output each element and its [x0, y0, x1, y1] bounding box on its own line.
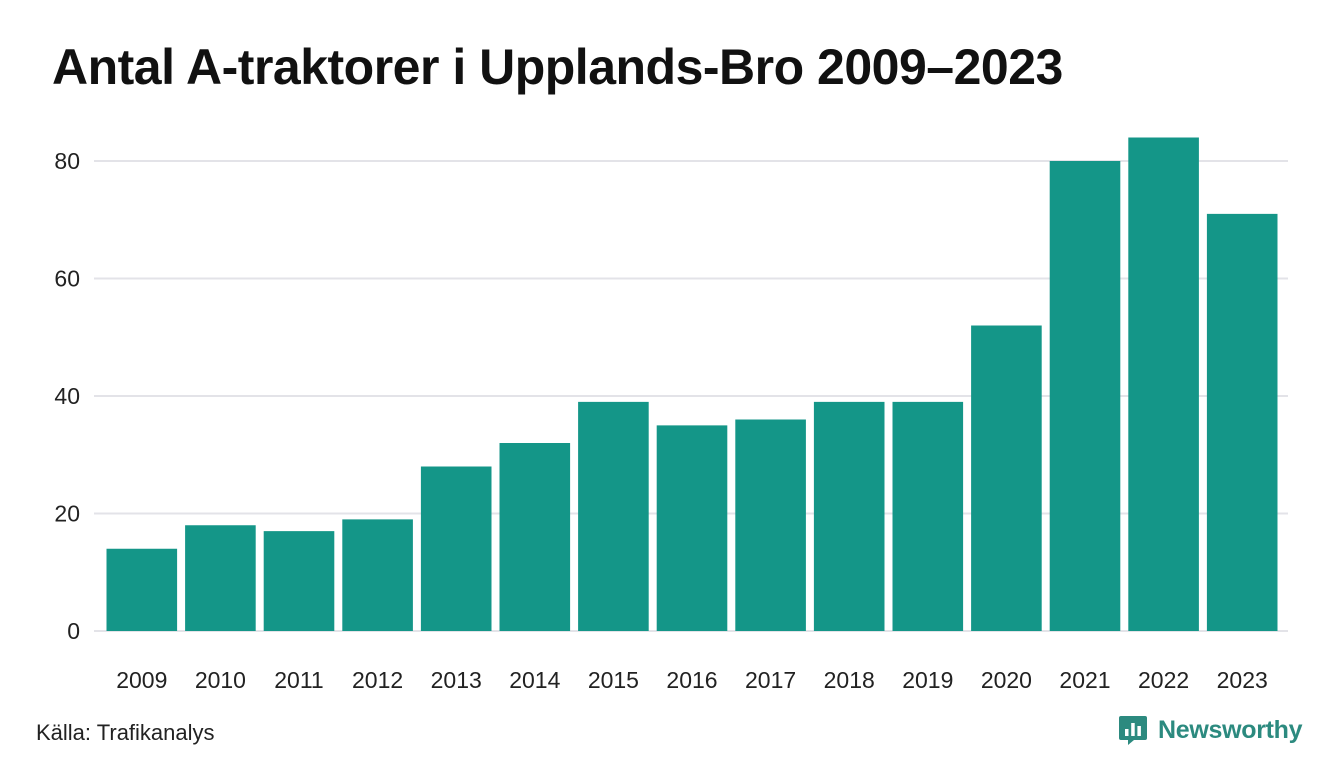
y-axis-ticks: 0 20 40 60 80 — [54, 148, 80, 644]
bar — [735, 419, 806, 631]
brand-name: Newsworthy — [1158, 715, 1303, 744]
bar — [1128, 137, 1199, 631]
y-tick-label: 80 — [54, 148, 80, 174]
y-tick-label: 0 — [67, 618, 80, 644]
x-tick-label: 2009 — [116, 667, 167, 693]
x-tick-label: 2020 — [981, 667, 1032, 693]
x-tick-label: 2023 — [1217, 667, 1268, 693]
bar — [578, 401, 649, 631]
bar — [971, 325, 1042, 631]
brand-logo: Newsworthy — [1118, 714, 1303, 746]
bar — [1206, 213, 1278, 631]
bar-series — [106, 137, 1278, 631]
x-axis-ticks: 2009 2010 2011 2012 2013 2014 2015 2016 2017 2018… — [116, 667, 1268, 693]
bar — [420, 466, 492, 631]
x-tick-label: 2016 — [666, 667, 717, 693]
bar — [813, 401, 885, 631]
bar — [1049, 161, 1121, 631]
bar — [185, 525, 256, 631]
x-tick-label: 2013 — [431, 667, 482, 693]
x-tick-label: 2014 — [509, 667, 560, 693]
bar — [656, 425, 728, 631]
x-tick-label: 2010 — [195, 667, 246, 693]
y-tick-label: 40 — [54, 383, 80, 409]
bar — [342, 519, 413, 631]
x-tick-label: 2022 — [1138, 667, 1189, 693]
x-tick-label: 2017 — [745, 667, 796, 693]
x-tick-label: 2015 — [588, 667, 639, 693]
x-tick-label: 2019 — [902, 667, 953, 693]
y-tick-label: 60 — [54, 266, 80, 292]
bar — [263, 531, 335, 631]
source-note: Källa: Trafikanalys — [36, 720, 215, 745]
x-tick-label: 2018 — [824, 667, 875, 693]
y-tick-label: 20 — [54, 501, 80, 527]
bar — [106, 548, 178, 631]
bar — [892, 401, 964, 631]
chart-title: Antal A-traktorer i Upplands-Bro 2009–20… — [52, 39, 1063, 95]
x-tick-label: 2011 — [274, 667, 323, 693]
bar — [499, 443, 571, 631]
x-tick-label: 2012 — [352, 667, 403, 693]
newsworthy-logo-icon — [1119, 716, 1147, 745]
x-tick-label: 2021 — [1059, 667, 1110, 693]
